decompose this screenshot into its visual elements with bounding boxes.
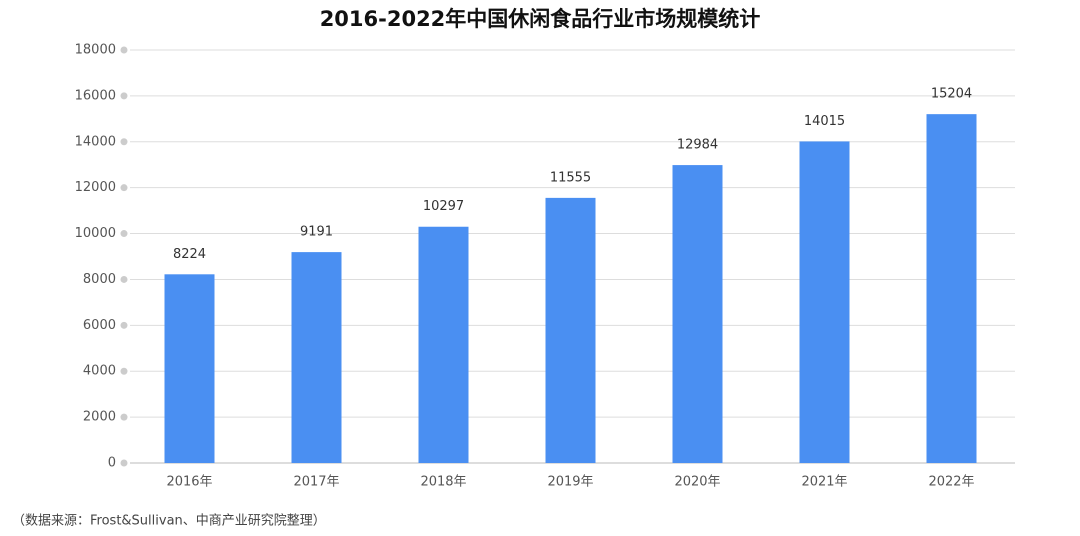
tick-dot (120, 92, 128, 100)
bar (926, 114, 977, 464)
bar (672, 165, 723, 463)
data-label: 12984 (677, 138, 718, 153)
source-note: （数据来源：Frost&Sullivan、中商产业研究院整理） (12, 514, 326, 529)
bar (418, 226, 469, 463)
data-label: 8224 (173, 247, 206, 262)
x-tick-label: 2022年 (928, 475, 974, 490)
y-tick-label: 12000 (75, 180, 116, 195)
x-tick-label: 2020年 (674, 475, 720, 490)
x-tick-label: 2018年 (420, 475, 466, 490)
y-tick-label: 6000 (83, 318, 116, 333)
tick-dot (120, 184, 128, 192)
y-tick-label: 14000 (75, 134, 116, 149)
data-label: 11555 (550, 170, 591, 185)
bar (545, 197, 596, 463)
tick-dot (120, 367, 128, 375)
chart-title: 2016-2022年中国休闲食品行业市场规模统计 (320, 7, 761, 31)
y-tick-label: 10000 (75, 226, 116, 241)
data-label: 9191 (300, 225, 333, 240)
bar (164, 274, 215, 463)
tick-dot (120, 230, 128, 238)
x-tick-label: 2019年 (547, 475, 593, 490)
y-tick-label: 18000 (75, 43, 116, 58)
x-tick-label: 2017年 (293, 475, 339, 490)
bar (799, 141, 850, 464)
y-tick-label: 4000 (83, 364, 116, 379)
bar (291, 252, 342, 463)
x-tick-label: 2016年 (166, 475, 212, 490)
tick-dot (120, 321, 128, 329)
tick-dot (120, 413, 128, 421)
x-tick-label: 2021年 (801, 475, 847, 490)
data-label: 14015 (804, 114, 845, 129)
data-label: 10297 (423, 199, 464, 214)
y-tick-label: 2000 (83, 410, 116, 425)
tick-dot (120, 138, 128, 146)
tick-dot (120, 459, 128, 467)
y-tick-label: 16000 (75, 88, 116, 103)
y-tick-label: 8000 (83, 272, 116, 287)
y-tick-label: 0 (108, 456, 116, 471)
tick-dot (120, 275, 128, 283)
tick-dot (120, 46, 128, 54)
data-label: 15204 (931, 87, 972, 102)
